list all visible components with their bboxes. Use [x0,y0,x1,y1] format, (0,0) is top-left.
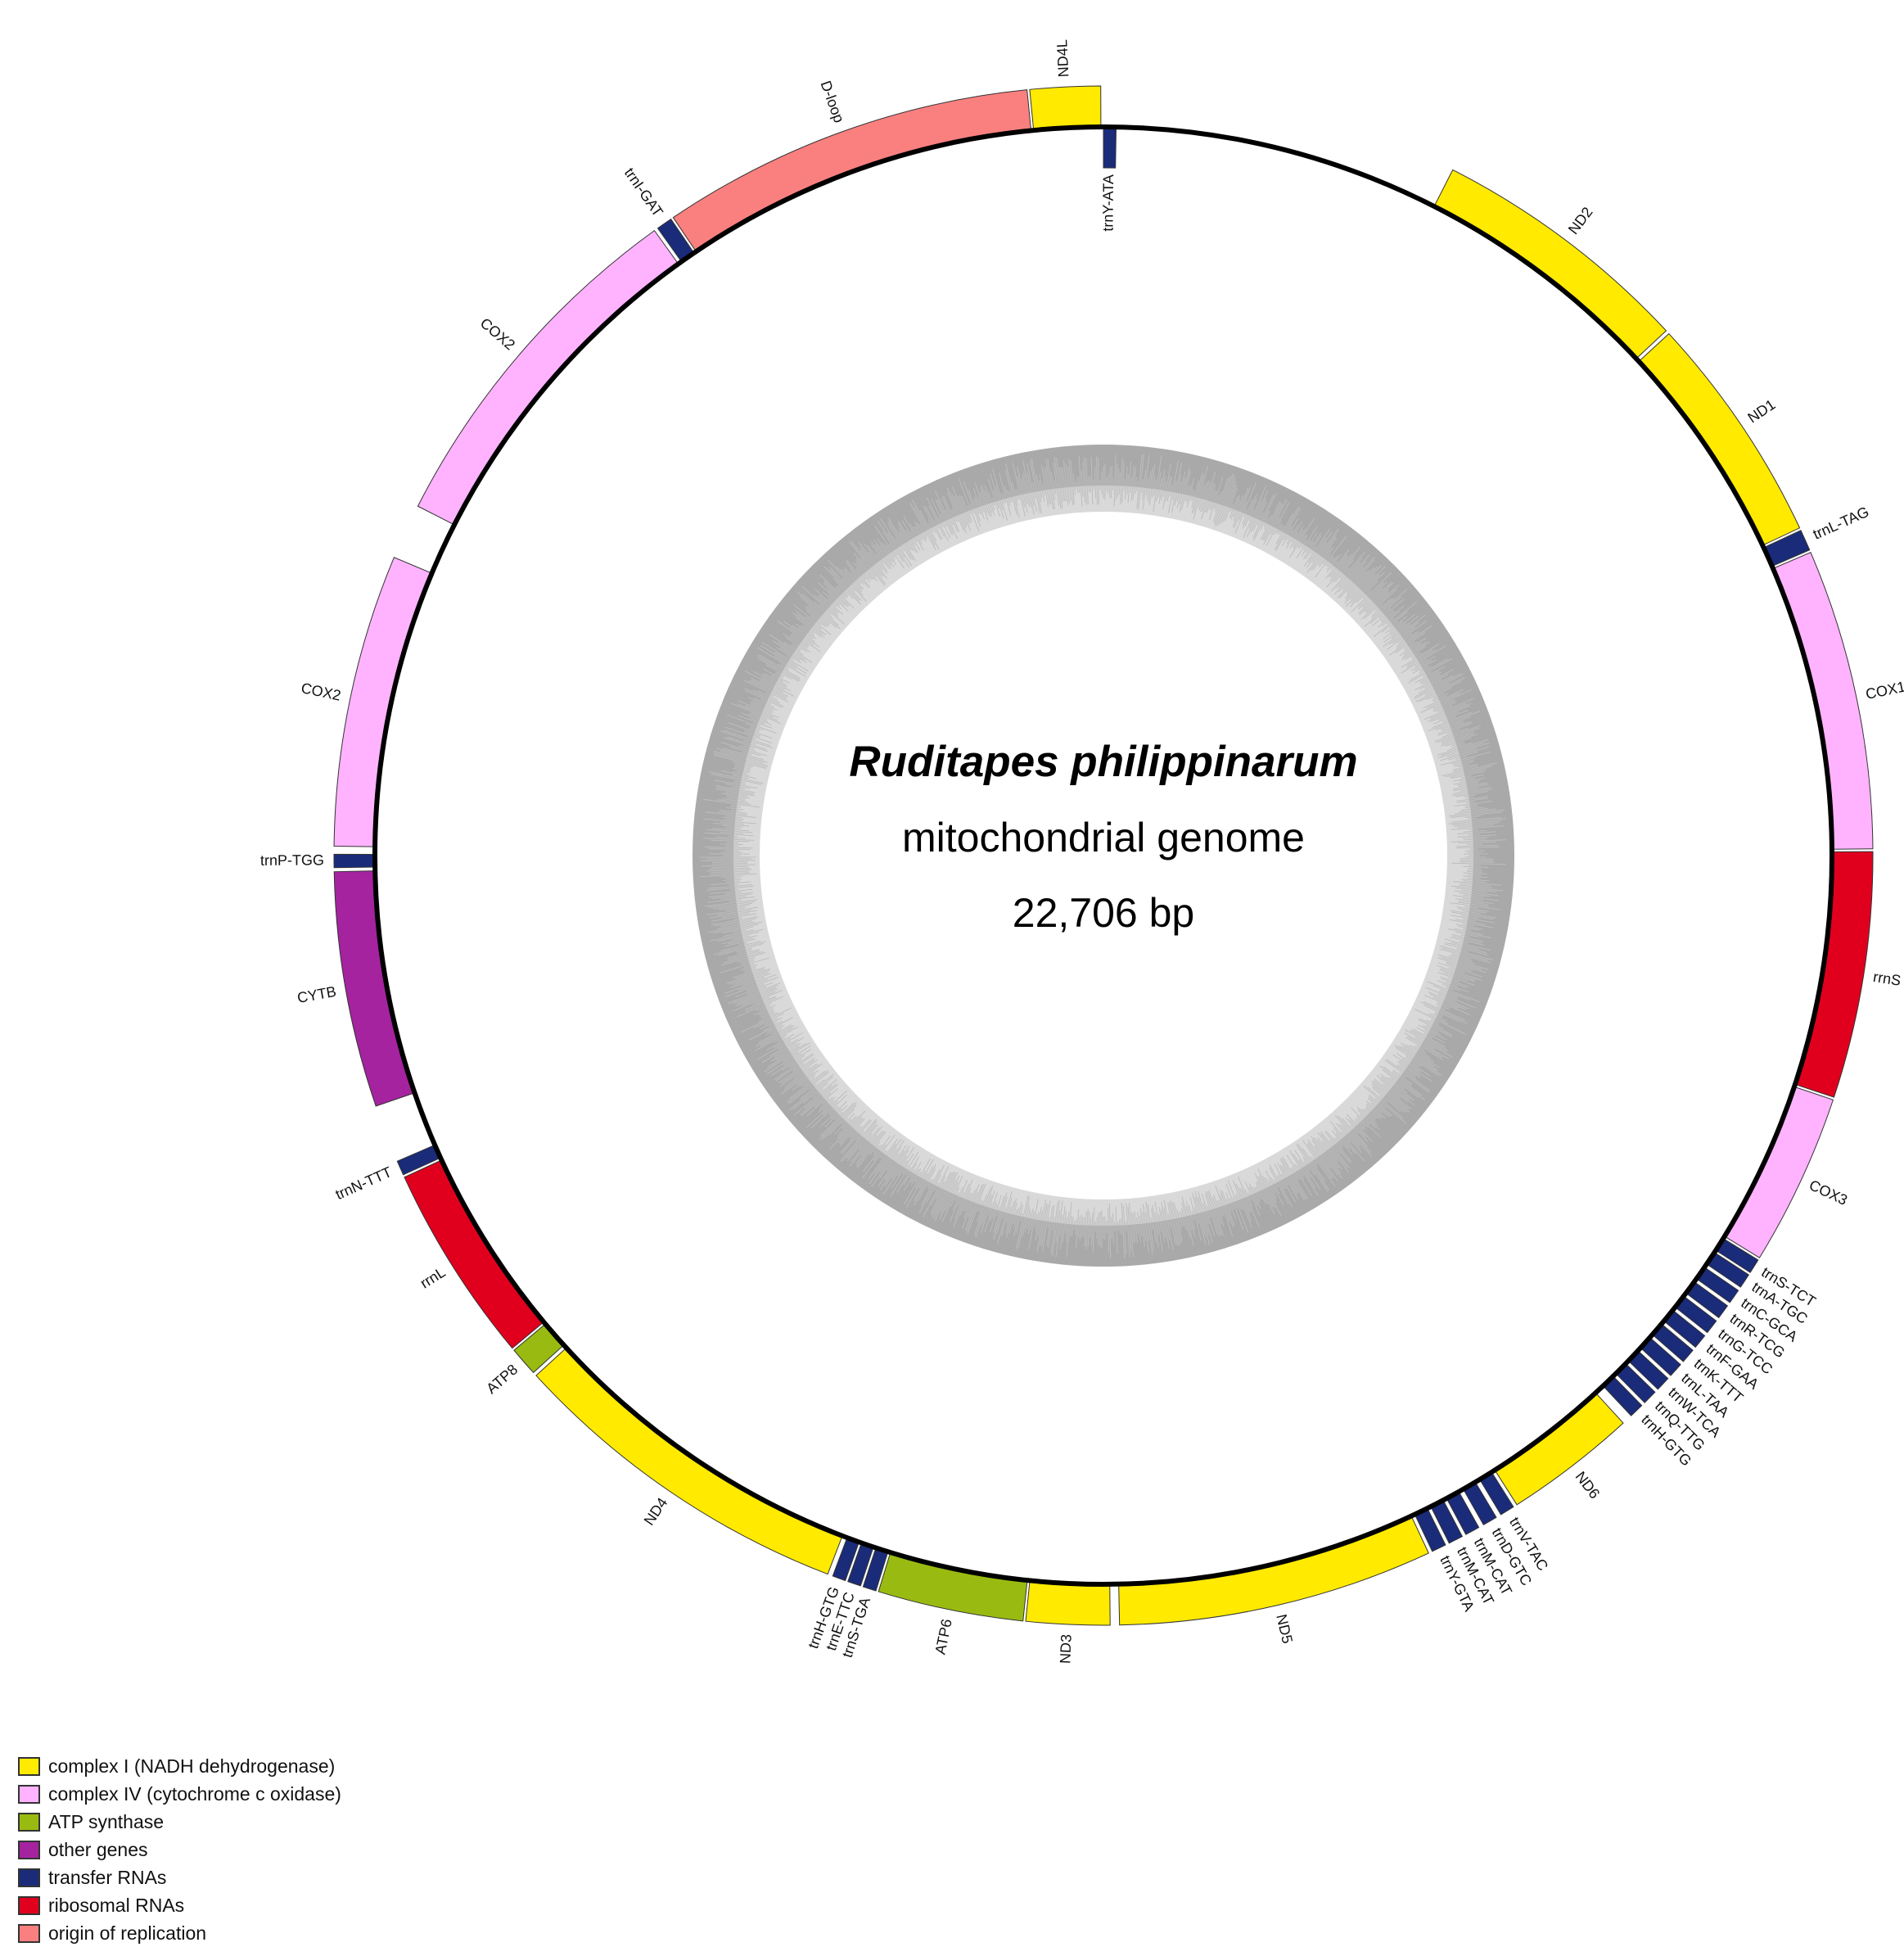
gene-atp6 [878,1552,1028,1622]
legend-label: origin of replication [48,1922,207,1944]
gene-nd3 [1025,1579,1111,1626]
gene-label: ATP6 [932,1618,954,1656]
legend-label: complex I (NADH dehydrogenase) [48,1755,336,1777]
gene-label: ND4 [641,1495,671,1529]
gene-cox2 [333,557,433,847]
gc-ring-center [760,512,1447,1199]
gene-label: rrnS [1872,969,1902,989]
legend-label: ATP synthase [48,1810,165,1832]
organism-name: Ruditapes philippinarum [849,738,1357,786]
gene-label: CYTB [296,983,338,1006]
gene-cox2 [417,229,679,526]
gene-label: COX3 [1807,1177,1850,1208]
legend-swatch [18,1756,40,1776]
gene-label: ND5 [1273,1613,1296,1646]
legend-label: transfer RNAs [48,1866,167,1888]
gc-content-ring [693,445,1514,1267]
gene-label: COX2 [477,314,518,353]
gene-nd4l [1029,85,1102,131]
legend-swatch [18,1840,40,1859]
legend-item-origin-of-replication: origin of replication [18,1919,341,1947]
gene-label: ND4L [1054,39,1072,78]
gene-nd1 [1638,332,1801,546]
gene-trny-ata [1103,126,1117,169]
gene-label: ATP8 [483,1361,521,1397]
legend-label: other genes [48,1838,148,1860]
gene-nd2 [1433,169,1667,359]
gc-ring-texture [699,454,1506,1259]
legend-swatch [18,1895,40,1915]
legend: complex I (NADH dehydrogenase) complex I… [18,1752,341,1947]
legend-swatch [18,1784,40,1804]
genome-subtitle: mitochondrial genome [902,815,1305,861]
gene-nd5 [1118,1515,1429,1626]
gene-rrnl [404,1159,544,1349]
gene-label: D-loop [817,79,847,125]
legend-swatch [18,1868,40,1887]
legend-item-other-genes: other genes [18,1836,341,1863]
gene-label: trnP-TGG [260,852,324,869]
gene-rrns [1794,851,1874,1098]
legend-swatch [18,1812,40,1832]
gene-cox3 [1724,1086,1834,1258]
genome-length: 22,706 bp [1013,890,1194,936]
gene-label: ND3 [1057,1633,1075,1664]
legend-label: complex IV (cytochrome c oxidase) [48,1782,341,1805]
legend-item-transfer-rnas: transfer RNAs [18,1863,341,1891]
legend-item-complex-iv: complex IV (cytochrome c oxidase) [18,1780,341,1808]
gene-label: COX1 [1864,678,1904,702]
gene-label: rrnL [417,1263,449,1291]
legend-label: ribosomal RNAs [48,1894,185,1916]
gene-label: trnN-TTT [333,1163,395,1203]
gene-nd4 [535,1347,843,1575]
gene-label: trnI-GAT [621,165,666,219]
gene-cox1 [1772,552,1874,850]
gene-label: COX2 [300,680,342,704]
gene-label: ND2 [1565,204,1596,237]
feature-track [333,85,1874,1626]
gene-label: trnL-TAG [1811,504,1871,543]
legend-swatch [18,1923,40,1943]
legend-item-ribosomal-rnas: ribosomal RNAs [18,1891,341,1919]
gene-label: ND1 [1744,396,1778,427]
gene-label: ND6 [1572,1468,1604,1502]
legend-item-complex-i: complex I (NADH dehydrogenase) [18,1752,341,1780]
legend-item-atp-synthase: ATP synthase [18,1808,341,1836]
gene-label: trnY-ATA [1099,174,1117,232]
gene-trnp-tgg [333,853,376,869]
gene-labels: ND4L trnY-ATA ND2 ND1 trnL-TAG COX1 rrnS COX3 tr… [260,39,1904,1665]
genome-backbone-circle [372,124,1834,1587]
gene-nd6 [1494,1392,1624,1506]
